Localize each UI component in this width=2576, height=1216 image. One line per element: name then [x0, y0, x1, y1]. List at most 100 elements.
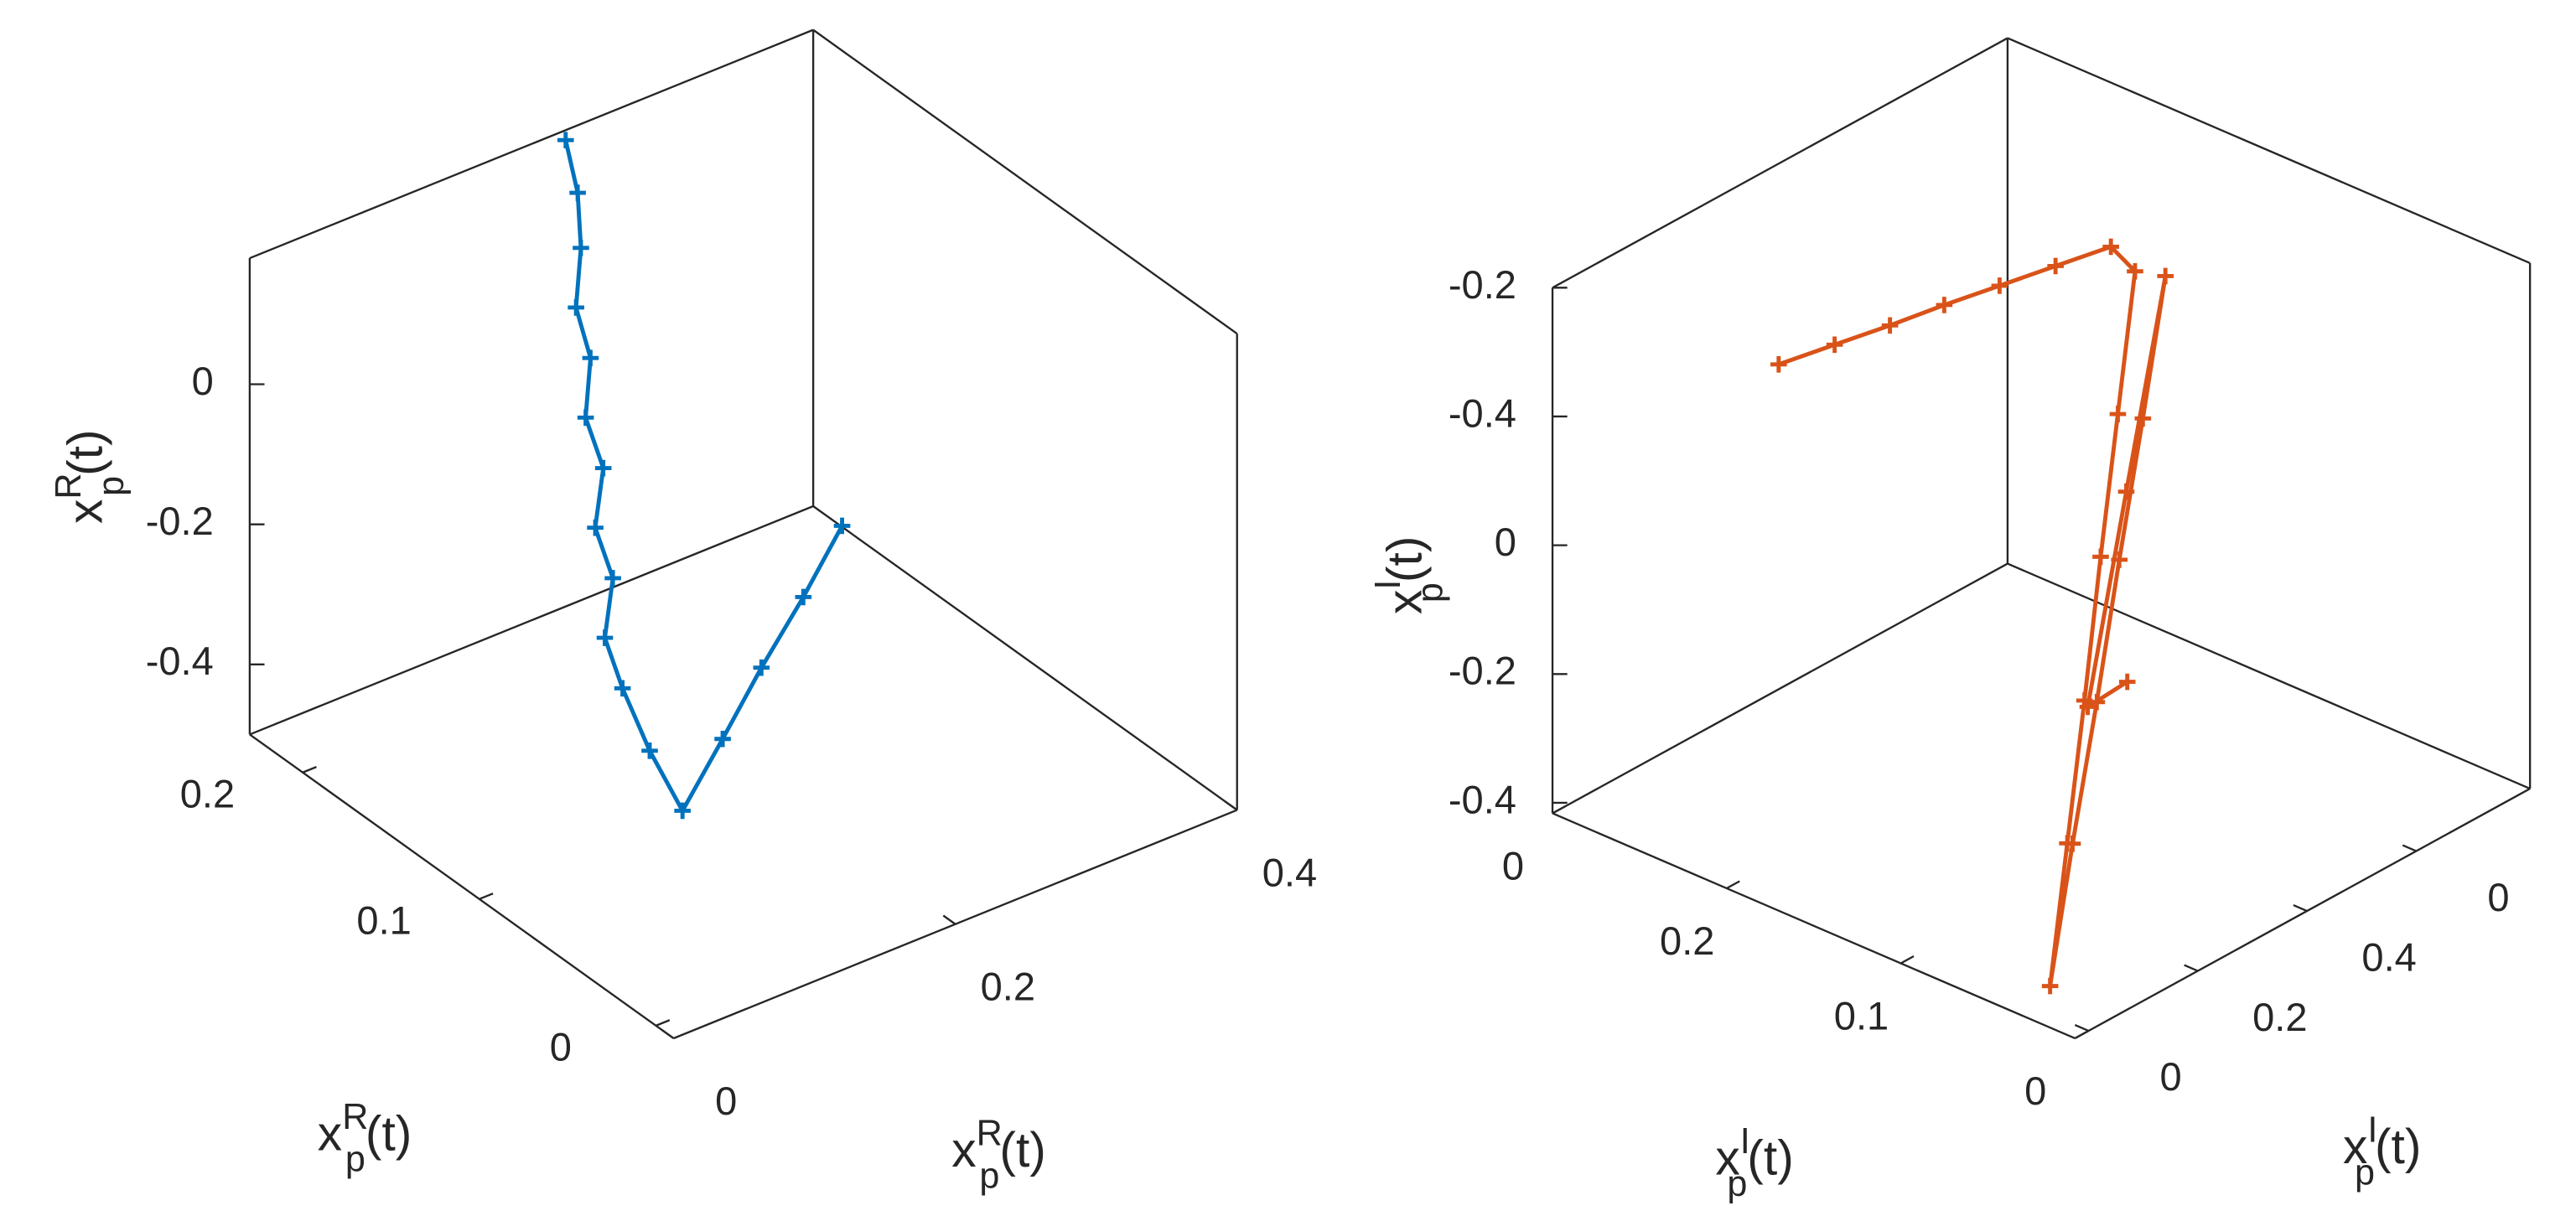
- tick-mark: [656, 1019, 671, 1027]
- axis-label-sub: p: [91, 476, 132, 496]
- marker: [2102, 238, 2119, 256]
- marker: [604, 570, 621, 587]
- axis-label-tail: (t): [2375, 1120, 2421, 1174]
- axis-label-tail: (t): [1377, 536, 1432, 582]
- marker: [1826, 336, 1843, 354]
- axis-label-tail: (t): [1747, 1131, 1793, 1186]
- axis-label-sup: I: [1368, 580, 1408, 590]
- tick-mark: [2402, 844, 2417, 852]
- tick-label: -0.4: [1449, 391, 1516, 435]
- axis-label-sub: p: [1727, 1164, 1747, 1204]
- tick-label: 0.1: [1834, 994, 1889, 1038]
- box-edge: [249, 505, 814, 736]
- tick-label: -0.2: [1449, 649, 1516, 693]
- marker: [2117, 483, 2135, 500]
- tick-label: 0: [2024, 1069, 2046, 1113]
- axis-label-base: x: [318, 1106, 342, 1161]
- marker: [2134, 410, 2152, 427]
- marker: [795, 588, 812, 606]
- tick-mark: [2074, 1030, 2089, 1040]
- tick-mark: [1900, 955, 1915, 965]
- tick-label: 0.4: [1262, 850, 1317, 894]
- axis-label-sub: p: [1411, 582, 1451, 603]
- axis-label-sub: p: [345, 1140, 365, 1180]
- axis-label-base: x: [1715, 1131, 1739, 1186]
- axis-label: xI p(t): [1368, 536, 1451, 614]
- tick-label: 0: [550, 1025, 572, 1069]
- marker: [2041, 977, 2059, 995]
- marker: [1936, 297, 1953, 313]
- tick-mark: [661, 1028, 675, 1039]
- marker: [753, 659, 770, 676]
- marker: [2047, 257, 2064, 275]
- tick-mark: [1726, 880, 1740, 890]
- tick-label: 0.4: [2361, 934, 2416, 979]
- marker: [569, 184, 586, 201]
- marker: [577, 409, 594, 427]
- marker: [2092, 548, 2109, 566]
- tick-mark: [1552, 805, 1567, 815]
- axis-label-base: x: [951, 1123, 976, 1177]
- axis-label-sup: R: [342, 1097, 368, 1137]
- axis-label-sup: I: [2367, 1110, 2377, 1150]
- tick-label: 0.2: [1660, 918, 1714, 963]
- marker: [2064, 835, 2081, 852]
- marker: [582, 349, 599, 366]
- axis-label-base: x: [2343, 1120, 2367, 1174]
- axis-label: xR p(t): [318, 1097, 412, 1180]
- marker: [594, 459, 612, 477]
- tick-mark: [2293, 903, 2308, 913]
- axis-label-base: x: [1377, 590, 1432, 614]
- marker: [1991, 277, 2008, 294]
- axis-label-tail: (t): [365, 1106, 412, 1161]
- box-edge: [1552, 812, 2076, 1040]
- tick-label: 0: [715, 1079, 737, 1123]
- tick-label: 0.2: [180, 772, 235, 816]
- tick-mark: [302, 766, 317, 774]
- tick-mark: [1224, 800, 1238, 811]
- marker: [587, 519, 604, 536]
- marker: [674, 802, 691, 820]
- tick-label: 0: [2487, 875, 2509, 919]
- box-edge: [249, 733, 675, 1039]
- marker: [2118, 673, 2136, 691]
- box-edge: [812, 505, 1238, 811]
- marker: [2079, 698, 2097, 716]
- tick-label: 0: [2159, 1054, 2181, 1099]
- tick-label: 0.2: [981, 965, 1035, 1009]
- marker: [614, 680, 631, 697]
- marker: [1770, 355, 1787, 373]
- axis-label: xI p(t): [1715, 1121, 1793, 1204]
- box-edge: [2007, 37, 2531, 265]
- marker: [2111, 551, 2128, 568]
- marker: [557, 132, 574, 148]
- axis-label: xR p(t): [951, 1113, 1046, 1196]
- axis-label-base: x: [59, 499, 113, 524]
- box-edge: [1552, 562, 2008, 815]
- axis-label: xR p(t): [49, 429, 132, 524]
- marker: [2127, 262, 2143, 280]
- axis-label-sup: R: [49, 473, 89, 499]
- tick-label: 0: [1502, 844, 1524, 888]
- tick-label: -0.4: [1449, 777, 1516, 821]
- axis-label-tail: (t): [59, 429, 113, 475]
- marker: [1881, 317, 1899, 334]
- axis-label-sub: p: [2355, 1152, 2375, 1193]
- tick-label: -0.2: [146, 499, 214, 543]
- axis-label-sub: p: [979, 1156, 999, 1196]
- axis-label: xI p(t): [2343, 1110, 2421, 1193]
- tick-label: -0.4: [146, 639, 214, 683]
- box-edge: [812, 28, 1238, 335]
- tick-mark: [942, 914, 956, 925]
- marker: [833, 517, 851, 535]
- box-edge: [2074, 788, 2531, 1040]
- marker: [2157, 267, 2174, 285]
- axis-label-tail: (t): [999, 1123, 1045, 1177]
- marker: [641, 742, 658, 759]
- tick-label: 0: [1495, 520, 1516, 564]
- axis-label-sup: R: [977, 1113, 1003, 1153]
- tick-mark: [2074, 1023, 2090, 1032]
- marker: [2088, 693, 2106, 711]
- tick-label: 0: [192, 359, 214, 403]
